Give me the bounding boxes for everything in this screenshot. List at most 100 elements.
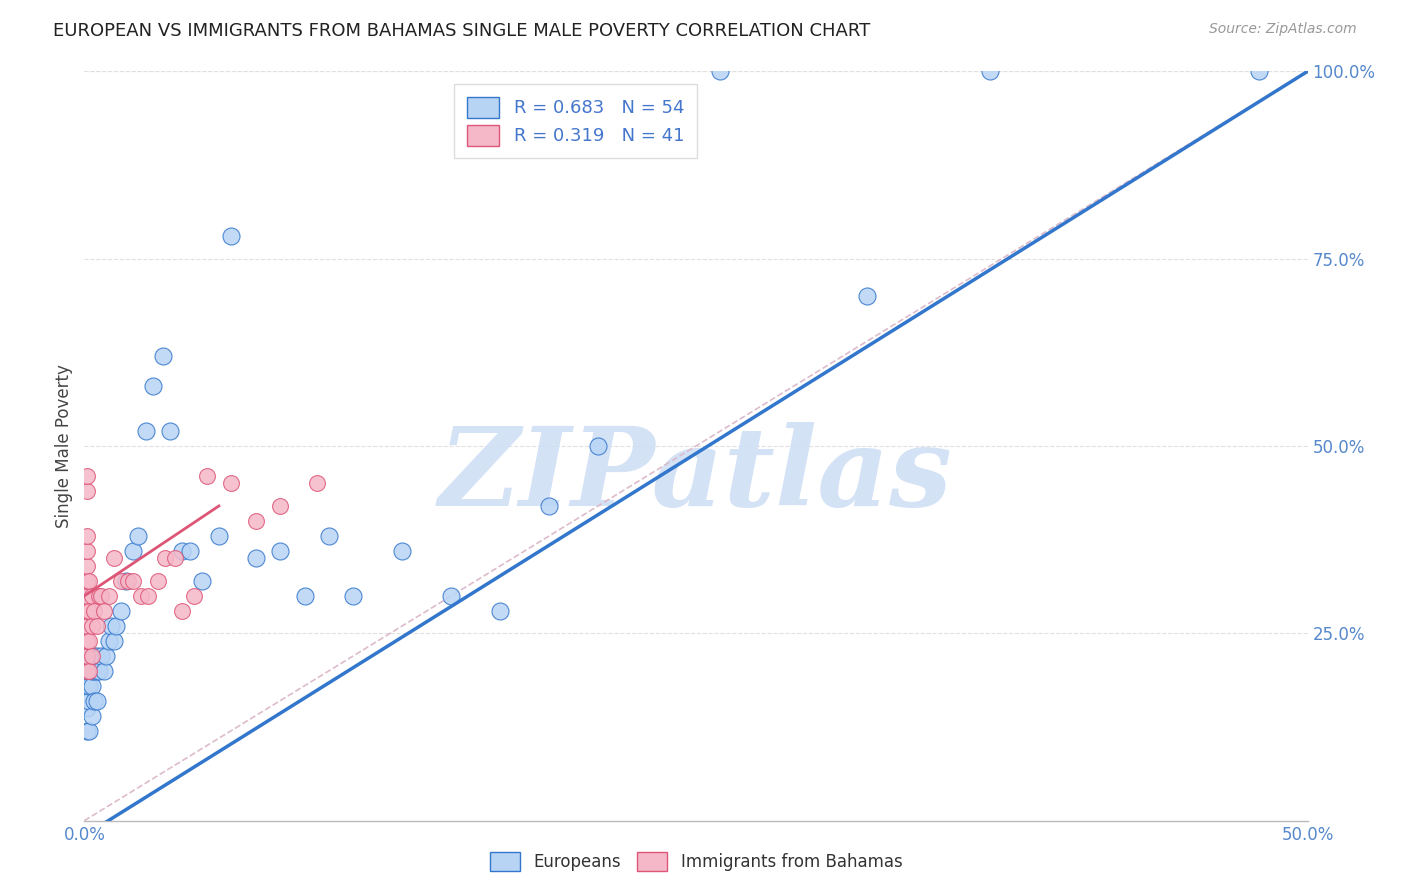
Point: [586, 439, 609, 453]
Point: [76, 604, 98, 618]
Point: [80, 664, 103, 678]
Point: [76, 679, 98, 693]
Point: [87, 589, 110, 603]
Point: [93, 664, 115, 678]
Point: [76, 723, 98, 738]
Point: [856, 289, 879, 303]
Point: [76, 664, 98, 678]
Point: [77, 723, 100, 738]
Point: [159, 424, 181, 438]
Point: [179, 544, 201, 558]
Point: [77, 633, 100, 648]
Point: [117, 574, 139, 588]
Point: [83, 648, 105, 663]
Point: [97, 589, 120, 603]
Point: [76, 648, 98, 663]
Point: [83, 694, 105, 708]
Point: [105, 619, 128, 633]
Point: [110, 574, 132, 588]
Point: [979, 64, 1001, 78]
Point: [77, 679, 100, 693]
Text: ZIPatlas: ZIPatlas: [439, 422, 953, 530]
Text: EUROPEAN VS IMMIGRANTS FROM BAHAMAS SINGLE MALE POVERTY CORRELATION CHART: EUROPEAN VS IMMIGRANTS FROM BAHAMAS SING…: [53, 22, 870, 40]
Point: [129, 589, 152, 603]
Point: [269, 544, 291, 558]
Point: [86, 694, 108, 708]
Point: [87, 664, 110, 678]
Point: [146, 574, 169, 588]
Point: [80, 648, 103, 663]
Point: [191, 574, 214, 588]
Point: [76, 544, 98, 558]
Point: [269, 499, 291, 513]
Point: [195, 469, 218, 483]
Point: [77, 648, 100, 663]
Point: [77, 664, 100, 678]
Point: [127, 529, 149, 543]
Point: [76, 648, 98, 663]
Point: [142, 379, 165, 393]
Point: [122, 544, 145, 558]
Point: [245, 551, 267, 566]
Point: [153, 551, 176, 566]
Point: [152, 349, 174, 363]
Point: [93, 604, 115, 618]
Point: [103, 633, 125, 648]
Point: [76, 483, 98, 498]
Point: [294, 589, 316, 603]
Point: [80, 589, 103, 603]
Point: [489, 604, 512, 618]
Point: [76, 529, 98, 543]
Point: [245, 514, 267, 528]
Text: Source: ZipAtlas.com: Source: ZipAtlas.com: [1209, 22, 1357, 37]
Point: [1247, 64, 1270, 78]
Point: [219, 229, 242, 244]
Point: [97, 633, 120, 648]
Point: [135, 424, 157, 438]
Point: [110, 604, 132, 618]
Point: [77, 694, 100, 708]
Point: [219, 476, 242, 491]
Point: [76, 558, 98, 573]
Point: [83, 604, 105, 618]
Point: [80, 619, 103, 633]
Point: [86, 648, 108, 663]
Point: [440, 589, 463, 603]
Point: [76, 469, 98, 483]
Point: [80, 708, 103, 723]
Point: [77, 664, 100, 678]
Point: [100, 619, 122, 633]
Point: [136, 589, 159, 603]
Point: [77, 604, 100, 618]
Point: [709, 64, 731, 78]
Point: [90, 589, 112, 603]
Point: [305, 476, 328, 491]
Point: [103, 551, 125, 566]
Point: [76, 574, 98, 588]
Point: [163, 551, 186, 566]
Y-axis label: Single Male Poverty: Single Male Poverty: [55, 364, 73, 528]
Point: [172, 604, 194, 618]
Point: [96, 648, 118, 663]
Point: [86, 664, 108, 678]
Point: [342, 589, 364, 603]
Point: [318, 529, 340, 543]
Point: [90, 648, 112, 663]
Point: [76, 589, 98, 603]
Point: [86, 619, 108, 633]
Point: [208, 529, 231, 543]
Legend: Europeans, Immigrants from Bahamas: Europeans, Immigrants from Bahamas: [481, 844, 911, 880]
Point: [172, 544, 194, 558]
Point: [538, 499, 561, 513]
Point: [76, 633, 98, 648]
Point: [183, 589, 205, 603]
Point: [80, 679, 103, 693]
Point: [391, 544, 413, 558]
Point: [83, 664, 105, 678]
Point: [115, 574, 138, 588]
Point: [76, 664, 98, 678]
Point: [76, 701, 98, 715]
Point: [122, 574, 145, 588]
Point: [77, 574, 100, 588]
Point: [76, 619, 98, 633]
